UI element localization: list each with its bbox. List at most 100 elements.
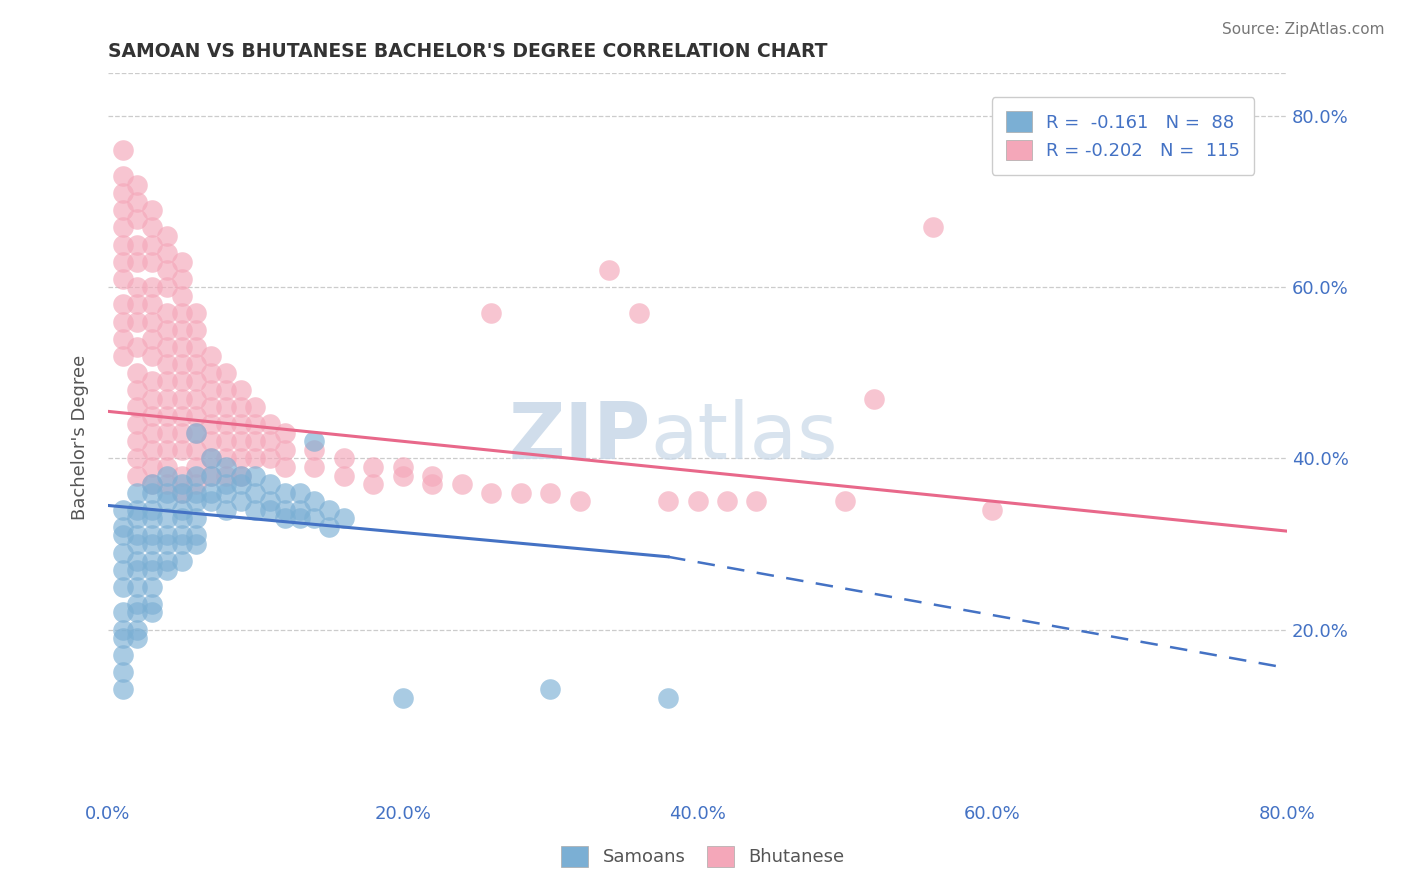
Point: [274, 511, 297, 525]
Point: [304, 494, 326, 508]
Point: [420, 477, 443, 491]
Point: [200, 400, 222, 414]
Point: [538, 485, 561, 500]
Point: [657, 494, 679, 508]
Point: [657, 690, 679, 705]
Point: [156, 375, 179, 389]
Point: [200, 451, 222, 466]
Point: [186, 460, 208, 475]
Point: [127, 468, 149, 483]
Point: [141, 537, 163, 551]
Point: [361, 477, 384, 491]
Point: [111, 237, 134, 252]
Point: [568, 494, 591, 508]
Point: [259, 477, 281, 491]
Point: [127, 314, 149, 328]
Point: [141, 280, 163, 294]
Point: [170, 340, 193, 354]
Text: SAMOAN VS BHUTANESE BACHELOR'S DEGREE CORRELATION CHART: SAMOAN VS BHUTANESE BACHELOR'S DEGREE CO…: [108, 42, 828, 61]
Point: [156, 477, 179, 491]
Point: [156, 494, 179, 508]
Point: [863, 392, 886, 406]
Point: [127, 485, 149, 500]
Point: [141, 477, 163, 491]
Point: [333, 511, 356, 525]
Point: [186, 442, 208, 457]
Point: [288, 511, 311, 525]
Point: [170, 477, 193, 491]
Point: [509, 485, 531, 500]
Point: [156, 323, 179, 337]
Point: [229, 494, 252, 508]
Point: [127, 340, 149, 354]
Point: [450, 477, 472, 491]
Point: [127, 631, 149, 645]
Point: [186, 511, 208, 525]
Point: [245, 485, 267, 500]
Text: Source: ZipAtlas.com: Source: ZipAtlas.com: [1222, 22, 1385, 37]
Point: [156, 357, 179, 371]
Point: [274, 460, 297, 475]
Point: [215, 485, 238, 500]
Point: [127, 383, 149, 397]
Point: [156, 409, 179, 423]
Point: [141, 314, 163, 328]
Point: [141, 392, 163, 406]
Point: [200, 494, 222, 508]
Point: [156, 246, 179, 260]
Point: [127, 563, 149, 577]
Point: [200, 366, 222, 380]
Point: [834, 494, 856, 508]
Point: [156, 340, 179, 354]
Point: [229, 477, 252, 491]
Point: [141, 460, 163, 475]
Point: [215, 468, 238, 483]
Point: [127, 502, 149, 516]
Point: [922, 220, 945, 235]
Point: [170, 554, 193, 568]
Point: [170, 323, 193, 337]
Point: [170, 409, 193, 423]
Point: [215, 417, 238, 432]
Point: [170, 289, 193, 303]
Point: [111, 254, 134, 268]
Point: [111, 272, 134, 286]
Point: [229, 468, 252, 483]
Point: [229, 383, 252, 397]
Point: [170, 254, 193, 268]
Point: [127, 254, 149, 268]
Point: [215, 451, 238, 466]
Point: [111, 606, 134, 620]
Point: [156, 306, 179, 320]
Point: [229, 417, 252, 432]
Point: [170, 511, 193, 525]
Point: [200, 383, 222, 397]
Point: [304, 442, 326, 457]
Point: [156, 392, 179, 406]
Point: [186, 357, 208, 371]
Point: [127, 366, 149, 380]
Point: [111, 545, 134, 559]
Point: [745, 494, 768, 508]
Point: [141, 425, 163, 440]
Point: [141, 442, 163, 457]
Point: [127, 434, 149, 449]
Point: [170, 375, 193, 389]
Point: [141, 528, 163, 542]
Point: [598, 263, 620, 277]
Point: [141, 254, 163, 268]
Point: [333, 468, 356, 483]
Point: [111, 203, 134, 218]
Point: [200, 485, 222, 500]
Point: [245, 502, 267, 516]
Point: [111, 349, 134, 363]
Point: [170, 442, 193, 457]
Point: [627, 306, 650, 320]
Point: [111, 220, 134, 235]
Point: [141, 580, 163, 594]
Point: [141, 597, 163, 611]
Point: [186, 306, 208, 320]
Point: [170, 425, 193, 440]
Y-axis label: Bachelor's Degree: Bachelor's Degree: [72, 354, 89, 520]
Point: [170, 485, 193, 500]
